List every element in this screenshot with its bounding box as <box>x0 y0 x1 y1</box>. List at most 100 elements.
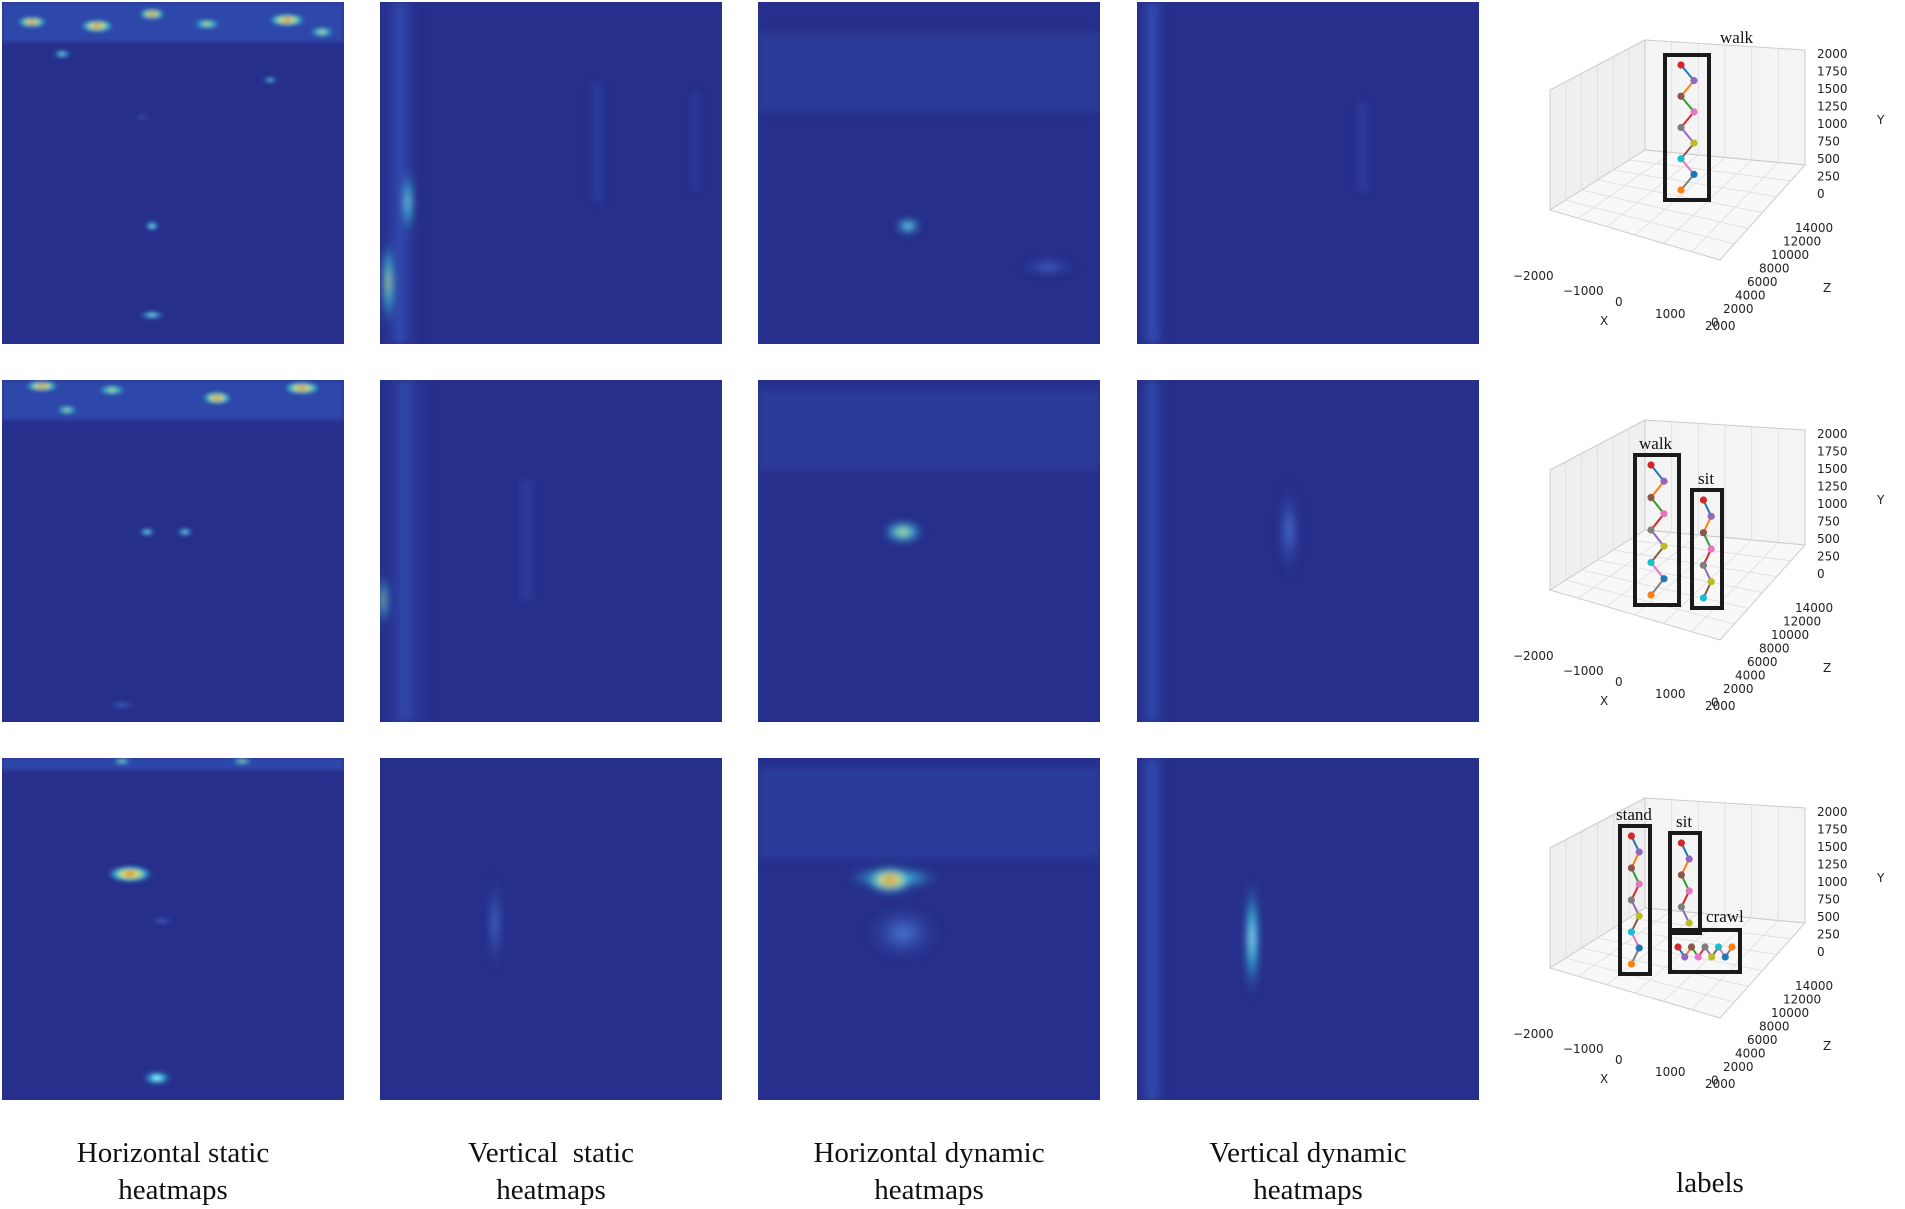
skeleton-joint <box>1707 578 1715 586</box>
y-tick-label: 1500 <box>1817 462 1848 476</box>
z-tick-label: 8000 <box>1759 262 1790 276</box>
y-axis-label: Y <box>1876 113 1885 127</box>
z-tick-label: 6000 <box>1747 275 1778 289</box>
skeleton-joint <box>1677 92 1685 100</box>
y-tick-label: 2000 <box>1817 805 1848 819</box>
x-tick-label: 1000 <box>1655 1065 1686 1079</box>
heatmap-vertical-dynamic-row1 <box>1137 2 1479 344</box>
skeleton-joint <box>1647 558 1655 567</box>
skeleton-joint <box>1721 953 1729 961</box>
heatmap-horizontal-static-row1 <box>2 2 344 344</box>
skeleton-joint <box>1627 832 1635 840</box>
skeleton-joint <box>1714 943 1723 951</box>
skeleton-joint <box>1647 461 1655 469</box>
skeleton-joint <box>1699 561 1707 569</box>
skeleton-plot-svg: 2000 1750 1500 1250 1000 750 500 250 0 Y 140001200… <box>1513 797 1885 1091</box>
skeleton-joint <box>1677 123 1685 132</box>
label-box <box>1668 831 1702 935</box>
caption-line: Horizontal dynamic <box>813 1137 1045 1169</box>
z-axis-label: Z <box>1823 661 1831 675</box>
x-tick-label: −2000 <box>1513 1027 1554 1041</box>
z-tick-label: 14000 <box>1795 979 1833 993</box>
caption-line: heatmaps <box>1253 1174 1363 1206</box>
heatmap-vertical-static-row2 <box>380 380 722 722</box>
z-axis-label: Z <box>1823 1039 1831 1053</box>
x-tick-label: −1000 <box>1563 664 1604 678</box>
skeleton-joint <box>1635 912 1643 920</box>
z-tick-label: 14000 <box>1795 221 1833 235</box>
y-tick-label: 1000 <box>1817 497 1848 511</box>
grid-line <box>1691 920 1779 1010</box>
heatmap-vertical-static-row3 <box>380 758 722 1100</box>
caption-line: Horizontal static <box>76 1137 270 1169</box>
y-tick-label: 1500 <box>1817 840 1848 854</box>
z-tick-label: 2000 <box>1723 302 1754 316</box>
y-axis-label: Y <box>1876 871 1885 885</box>
activity-label: sit <box>1676 812 1692 831</box>
z-axis-label: Z <box>1823 281 1831 295</box>
activity-label: crawl <box>1706 907 1744 926</box>
z-tick-label: 0 <box>1711 316 1719 330</box>
z-tick-label: 12000 <box>1783 993 1821 1007</box>
grid-line <box>1691 542 1779 632</box>
skeleton-sit: sit <box>1668 812 1702 935</box>
skeleton-joint <box>1627 864 1635 872</box>
label-box <box>1668 928 1742 974</box>
heatmap-vertical-static-row1 <box>380 2 722 344</box>
skeleton-plot-svg: 2000 1750 1500 1250 1000 750 500 250 0 Y 140001200… <box>1513 419 1885 713</box>
z-tick-label: 14000 <box>1795 601 1833 615</box>
y-tick-label: 2000 <box>1817 427 1848 441</box>
z-tick-label: 4000 <box>1735 1047 1766 1061</box>
skeleton-joint <box>1677 903 1685 911</box>
skeleton-joint <box>1707 545 1715 553</box>
y-tick-label: 1750 <box>1817 445 1848 459</box>
x-tick-label: −1000 <box>1563 1042 1604 1056</box>
skeleton-joint <box>1627 960 1635 968</box>
z-tick-label: 8000 <box>1759 642 1790 656</box>
z-tick-label: 2000 <box>1723 1060 1754 1074</box>
z-tick-label: 2000 <box>1723 682 1754 696</box>
caption-vertical-static: Vertical static heatmaps <box>380 1135 722 1209</box>
skeleton-joint <box>1627 896 1635 904</box>
y-tick-label: 0 <box>1817 945 1825 959</box>
caption-line: Vertical static <box>468 1137 634 1169</box>
heatmap-horizontal-static-row3 <box>2 758 344 1100</box>
skeleton-sit: sit <box>1690 469 1724 610</box>
z-tick-label: 6000 <box>1747 1033 1778 1047</box>
label-3d-plot-row3: 2000 1750 1500 1250 1000 750 500 250 0 Y 14000 1200… <box>1505 758 1895 1100</box>
skeleton-joint <box>1690 108 1698 116</box>
skeleton-joint <box>1694 953 1702 961</box>
y-axis-label: Y <box>1876 493 1885 507</box>
label-box <box>1663 53 1711 202</box>
z-tick-label: 12000 <box>1783 615 1821 629</box>
z-tick-label: 0 <box>1711 1074 1719 1088</box>
label-box <box>1633 453 1681 607</box>
z-tick-label: 8000 <box>1759 1020 1790 1034</box>
heatmap-vertical-dynamic-row3 <box>1137 758 1479 1100</box>
activity-label: stand <box>1616 805 1652 824</box>
skeleton-joint <box>1635 880 1643 888</box>
skeleton-joint <box>1677 839 1685 847</box>
y-tick-label: 250 <box>1817 928 1840 942</box>
skeleton-joint <box>1660 477 1668 485</box>
activity-label: sit <box>1698 469 1714 488</box>
skeleton-joint <box>1677 186 1685 194</box>
x-tick-label: 0 <box>1615 1053 1623 1067</box>
y-tick-label: 750 <box>1817 515 1840 529</box>
x-tick-label: 0 <box>1615 295 1623 309</box>
x-tick-label: 2000 <box>1705 1077 1736 1091</box>
caption-line: labels <box>1676 1167 1744 1199</box>
skeleton-joint <box>1699 594 1707 602</box>
skeleton-joint <box>1647 526 1655 534</box>
x-tick-label: 0 <box>1615 675 1623 689</box>
heatmap-horizontal-dynamic-row1 <box>758 2 1100 344</box>
z-tick-label: 10000 <box>1771 628 1809 642</box>
skeleton-joint <box>1647 591 1655 599</box>
heatmap-horizontal-static-row2 <box>2 380 344 722</box>
y-tick-label: 1000 <box>1817 875 1848 889</box>
label-box <box>1618 824 1652 976</box>
skeleton-joint <box>1707 512 1715 520</box>
x-tick-label: 2000 <box>1705 699 1736 713</box>
grid-line <box>1691 162 1779 252</box>
skeleton-joint <box>1690 139 1698 147</box>
